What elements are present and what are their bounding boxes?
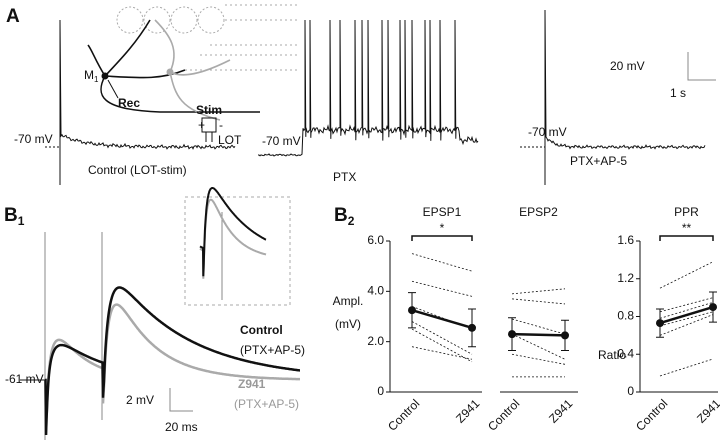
chart-title: PPR bbox=[674, 205, 699, 219]
x-tick-label: Z941 bbox=[546, 396, 575, 425]
mean-point bbox=[656, 319, 664, 328]
trace bbox=[59, 19, 236, 185]
pair-line bbox=[511, 333, 566, 360]
trace bbox=[44, 303, 300, 436]
pair-line bbox=[411, 280, 473, 297]
pair-line bbox=[659, 311, 714, 327]
trace-label: PTX bbox=[333, 170, 356, 184]
sig-bracket bbox=[659, 235, 714, 241]
y-axis-label: (mV) bbox=[335, 317, 361, 331]
x-tick-label: Z941 bbox=[453, 396, 482, 425]
legend-label: (PTX+AP-5) bbox=[240, 343, 305, 357]
pair-line bbox=[511, 318, 566, 335]
rec-label: Rec bbox=[118, 96, 140, 110]
scale-bar bbox=[169, 388, 193, 412]
stim-label: Stim bbox=[196, 103, 222, 117]
mean-point bbox=[508, 330, 516, 339]
y-tick-label: 2.0 bbox=[367, 334, 384, 348]
mean-line bbox=[411, 309, 473, 330]
trace bbox=[44, 286, 300, 436]
trace-label: Control (LOT-stim) bbox=[88, 163, 187, 177]
pair-line bbox=[659, 297, 714, 313]
resting-label: -70 mV bbox=[528, 125, 567, 139]
y-axis-label: Ratio bbox=[598, 348, 626, 362]
resting-label: -70 mV bbox=[262, 134, 301, 148]
mean-point bbox=[709, 303, 717, 312]
panel-label: B1 bbox=[4, 205, 25, 228]
trace bbox=[544, 9, 706, 185]
legend-label: Z941 bbox=[238, 377, 266, 391]
scale-label: 2 mV bbox=[126, 393, 154, 407]
y-tick-label: 6.0 bbox=[367, 233, 384, 247]
resting-label: -70 mV bbox=[14, 132, 53, 146]
pair-line bbox=[411, 328, 473, 363]
mean-point bbox=[468, 323, 476, 332]
cell-label: M1 bbox=[84, 68, 99, 84]
chart-title: EPSP2 bbox=[519, 205, 558, 219]
pair-line bbox=[411, 253, 473, 272]
y-axis-label: Ampl. bbox=[333, 294, 364, 308]
lot-label: LOT bbox=[218, 133, 242, 147]
polarity: + bbox=[198, 118, 205, 132]
polarity: - bbox=[219, 118, 223, 132]
mean-point bbox=[561, 331, 569, 340]
y-tick-label: 0 bbox=[377, 384, 384, 398]
y-tick-label: 1.6 bbox=[617, 233, 634, 247]
pair-line bbox=[659, 314, 714, 336]
panel-label: A bbox=[6, 6, 20, 27]
pair-line bbox=[411, 346, 473, 360]
pair-line bbox=[411, 321, 473, 355]
scale-label: 1 s bbox=[670, 86, 686, 100]
trace bbox=[199, 187, 267, 277]
scale-label: 20 ms bbox=[165, 420, 198, 434]
chart-title: EPSP1 bbox=[423, 205, 462, 219]
legend-label: Control bbox=[240, 323, 283, 337]
y-tick-label: 1.2 bbox=[617, 271, 634, 285]
scale-label: 20 mV bbox=[610, 59, 645, 73]
y-tick-label: 0 bbox=[627, 384, 634, 398]
pair-line bbox=[511, 298, 566, 305]
trace-label: PTX+AP-5 bbox=[570, 154, 627, 168]
x-tick-label: Control bbox=[633, 396, 670, 433]
scale-bar bbox=[687, 52, 716, 81]
x-tick-label: Control bbox=[485, 396, 522, 433]
pair-line bbox=[659, 358, 714, 377]
sig-label: ** bbox=[682, 221, 692, 235]
mean-line bbox=[511, 332, 566, 337]
pair-line bbox=[659, 301, 714, 319]
panel-label: B2 bbox=[334, 205, 355, 228]
trace bbox=[258, 19, 479, 157]
resting-label: -61 mV bbox=[5, 372, 44, 386]
trace bbox=[199, 198, 267, 279]
mean-point bbox=[408, 306, 416, 315]
y-tick-label: 0.4 bbox=[617, 346, 634, 360]
pair-line bbox=[511, 353, 566, 365]
mean-line bbox=[659, 305, 714, 325]
y-tick-label: 0.8 bbox=[617, 309, 634, 323]
sig-bracket bbox=[411, 235, 473, 241]
x-tick-label: Z941 bbox=[694, 396, 720, 425]
inset-box bbox=[184, 196, 291, 306]
y-tick-label: 4.0 bbox=[367, 284, 384, 298]
schematic bbox=[87, 4, 300, 142]
sig-label: * bbox=[440, 221, 445, 235]
pair-line bbox=[511, 288, 566, 295]
pair-line bbox=[659, 261, 714, 289]
legend-label: (PTX+AP-5) bbox=[234, 397, 299, 411]
x-tick-label: Control bbox=[385, 396, 422, 433]
